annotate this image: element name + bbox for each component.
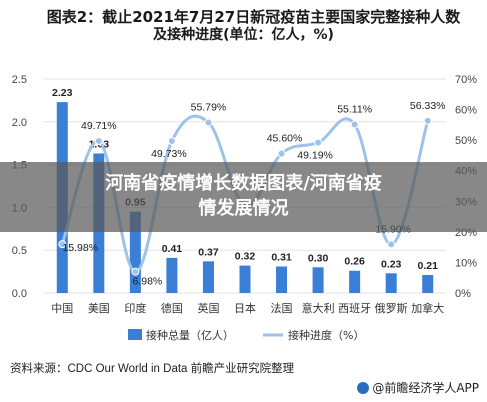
progress-point — [387, 240, 396, 249]
x-tick-label: 日本 — [234, 301, 256, 315]
source-note: 资料来源：CDC Our World in Data 前瞻产业研究院整理 — [10, 363, 295, 375]
progress-value-label: 55.11% — [337, 104, 372, 116]
x-tick-label: 意大利 — [302, 301, 335, 315]
bar — [385, 273, 397, 293]
bar — [202, 261, 214, 293]
progress-point — [204, 118, 213, 127]
bar-value-label: 2.23 — [52, 87, 73, 99]
x-tick-label: 英国 — [197, 301, 219, 315]
progress-point — [94, 137, 103, 146]
bar-value-label: 0.21 — [418, 260, 439, 272]
bar — [129, 211, 141, 293]
chart-title-line1: 图表2：截止2021年7月27日新冠疫苗主要国家完整接种人数 — [46, 8, 461, 26]
chart-title: 图表2：截止2021年7月27日新冠疫苗主要国家完整接种人数 及接种进度(单位：… — [0, 8, 487, 44]
progress-value-label: 56.33% — [410, 100, 446, 112]
bar — [349, 270, 361, 293]
bar — [276, 266, 288, 293]
progress-point — [167, 136, 176, 145]
bar-value-label: 0.32 — [235, 251, 256, 263]
bar-value-label: 0.30 — [308, 252, 329, 264]
progress-point — [277, 149, 286, 158]
y-left-tick-label: 0.5 — [12, 245, 27, 257]
progress-value-label: 49.19% — [297, 150, 333, 162]
y-right-tick-label: 0% — [455, 288, 471, 300]
chart-title-line2: 及接种进度(单位：亿人，%) — [153, 27, 334, 43]
bar-value-label: 0.23 — [381, 258, 402, 270]
bar — [312, 267, 324, 293]
progress-value-label: 15.98% — [62, 242, 98, 254]
brand-footer: @前瞻经济学人APP — [357, 379, 479, 396]
progress-value-label: 45.60% — [267, 133, 303, 145]
x-tick-label: 中国 — [51, 302, 73, 315]
progress-value-label: 6.98% — [132, 276, 162, 288]
overlay-banner — [0, 162, 487, 232]
y-right-tick-label: 60% — [455, 105, 477, 117]
progress-value-label: 55.79% — [191, 101, 227, 113]
progress-value-label: 49.71% — [81, 120, 117, 132]
x-tick-label: 印度 — [124, 301, 146, 315]
y-left-tick-label: 2.5 — [12, 74, 27, 86]
progress-value-label: 49.73% — [151, 148, 187, 160]
x-tick-label: 德国 — [161, 301, 183, 315]
bar-value-label: 0.26 — [344, 256, 365, 268]
progress-point — [350, 120, 359, 129]
brand-text: @前瞻经济学人APP — [372, 381, 479, 395]
bar-value-label: 0.31 — [271, 251, 292, 263]
y-right-tick-label: 50% — [455, 135, 477, 147]
bar-value-label: 0.41 — [162, 243, 183, 255]
bar — [166, 257, 178, 293]
x-tick-label: 西班牙 — [338, 302, 371, 315]
x-tick-label: 加拿大 — [411, 301, 444, 315]
x-tick-label: 俄罗斯 — [375, 302, 408, 315]
brand-logo-icon — [357, 382, 370, 394]
y-left-tick-label: 2.0 — [12, 117, 27, 129]
y-left-tick-label: 0.0 — [12, 288, 27, 300]
progress-point — [423, 116, 432, 125]
bar — [239, 265, 251, 293]
y-right-tick-label: 10% — [455, 257, 477, 269]
bar — [422, 275, 434, 293]
x-tick-label: 法国 — [271, 301, 293, 315]
legend-bar-swatch — [128, 329, 142, 340]
progress-point — [131, 267, 140, 276]
legend-line-label: 接种进度（%） — [288, 328, 364, 342]
y-right-tick-label: 70% — [455, 74, 477, 86]
overlay-text: 河南省疫情增长数据图表/河南省疫情发展情况 — [105, 173, 382, 219]
x-tick-label: 美国 — [88, 302, 110, 315]
progress-point — [314, 138, 323, 147]
bar-value-label: 0.37 — [198, 246, 219, 258]
legend-bar-label: 接种总量（亿人） — [146, 328, 234, 342]
progress-point — [58, 240, 67, 249]
